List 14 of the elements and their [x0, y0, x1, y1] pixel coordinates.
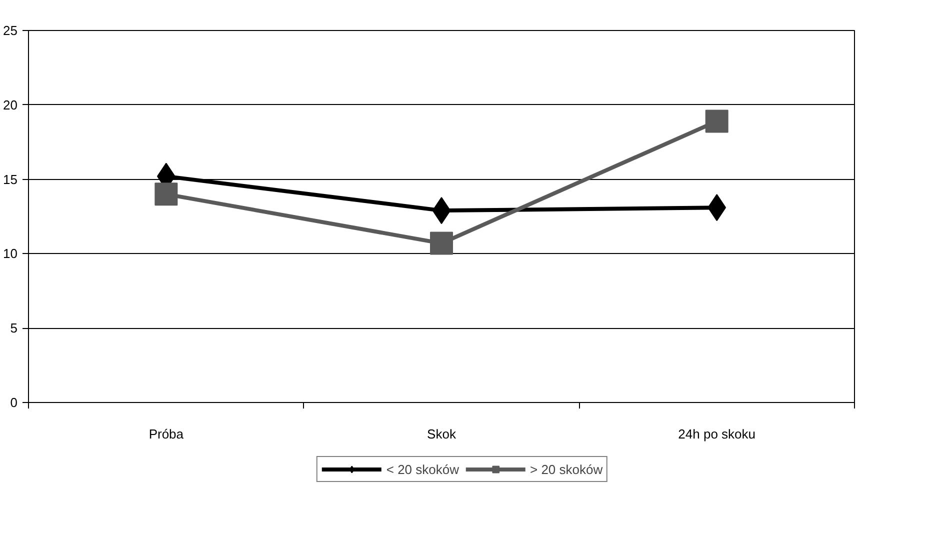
y-tick-label: 0: [10, 395, 18, 410]
x-tick-label: Próba: [148, 426, 184, 442]
y-tick-label: 20: [3, 97, 18, 112]
point: [705, 110, 728, 133]
legend-label: < 20 skoków: [386, 461, 459, 477]
x-tick-label: 24h po skoku: [678, 426, 756, 442]
y-tick-label: 5: [10, 320, 18, 336]
point: [154, 182, 178, 206]
y-tick-label: 10: [3, 246, 18, 262]
legend-label: > 20 skoków: [530, 461, 603, 477]
y-tick-label: 15: [3, 172, 18, 187]
x-tick-label: Skok: [427, 426, 456, 442]
point: [430, 232, 453, 255]
y-tick-label: 25: [3, 23, 18, 38]
